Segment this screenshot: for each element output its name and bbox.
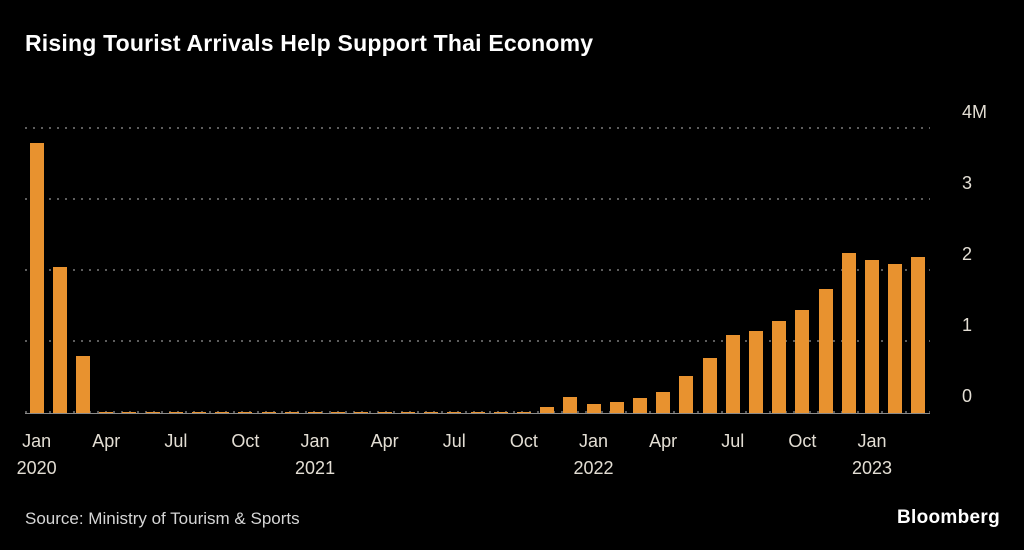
x-tick-month: Jan [578,431,609,451]
y-tick-label: 1 [962,315,973,335]
bar [29,143,44,413]
bar [76,356,90,413]
bar [400,412,415,413]
bar [377,412,392,413]
bar [795,310,810,413]
source-note: Source: Ministry of Tourism & Sports [25,509,300,528]
bar [609,402,624,413]
x-tick-label: Jul [721,428,744,455]
y-axis-labels: 0 1 2 3 4M [962,95,1022,413]
x-tick-month: Apr [92,431,121,451]
bar [192,412,207,413]
bar [679,376,694,413]
x-axis-line [25,413,930,414]
bar [122,412,137,413]
x-tick-label: Oct [788,428,816,455]
bar [818,288,833,413]
x-tick-year: 2020 [16,458,57,478]
bar [447,411,462,413]
bar [725,334,740,413]
x-tick-month: Oct [509,431,538,451]
bar [586,403,601,413]
gridline [25,127,930,129]
x-tick-year: 2022 [573,458,614,478]
x-tick-month: Jan [857,431,887,451]
bar [864,260,879,413]
x-tick-label: Oct [510,428,538,455]
x-tick-month: Apr [370,431,399,451]
bar [632,398,647,413]
bar [888,263,903,413]
x-tick-year: 2021 [295,458,336,478]
chart-title: Rising Tourist Arrivals Help Support Tha… [25,30,594,56]
bar [168,412,183,413]
bar [99,412,114,413]
x-tick-month: Jul [164,431,188,451]
bar [52,267,67,413]
x-tick-label: Apr [92,428,120,455]
bar [145,412,160,413]
gridline [25,269,930,271]
x-tick-month: Jul [442,431,466,451]
bloomberg-logo: Bloomberg [897,507,1000,528]
bar [702,358,717,413]
x-tick-month: Jul [721,431,745,451]
bar [308,412,323,413]
bar [261,412,276,413]
x-tick-month: Jan [22,431,52,451]
plot-area [25,95,930,414]
bar [215,412,230,413]
bar [516,411,531,413]
y-tick-label: 2 [962,244,973,264]
y-tick-label: 0 [962,386,973,406]
gridline [25,198,930,200]
x-tick-label: Jan 2020 [17,428,57,482]
bar [470,411,485,413]
x-tick-month: Jan [300,431,330,451]
bar [748,331,763,413]
y-tick-label: 3 [962,173,973,193]
bar [656,392,671,413]
bar [331,412,346,413]
x-tick-label: Jan 2023 [852,428,892,482]
bar [772,320,787,413]
bar [424,412,439,413]
x-tick-label: Jan 2021 [295,428,335,482]
x-tick-month: Oct [231,431,260,451]
x-tick-label: Apr [371,428,399,455]
bar [563,396,578,413]
bar [540,406,555,413]
bar [911,256,926,413]
x-tick-month: Apr [649,431,678,451]
bar [493,412,508,413]
bar [841,253,856,413]
x-tick-label: Jul [443,428,466,455]
x-tick-label: Jan 2022 [573,428,613,482]
x-tick-month: Oct [788,431,817,451]
x-tick-year: 2023 [851,458,893,478]
y-tick-label: 4M [962,102,988,122]
bar [238,412,253,413]
gridline [25,340,930,342]
x-tick-label: Oct [231,428,259,455]
bar [284,412,299,413]
x-tick-label: Jul [164,428,187,455]
x-axis-labels: Jan 2020 Apr Jul Oct Jan 2021 Apr Jul Oct Jan 2022 A… [17,428,930,490]
bar [354,412,369,413]
x-tick-label: Apr [649,428,677,455]
